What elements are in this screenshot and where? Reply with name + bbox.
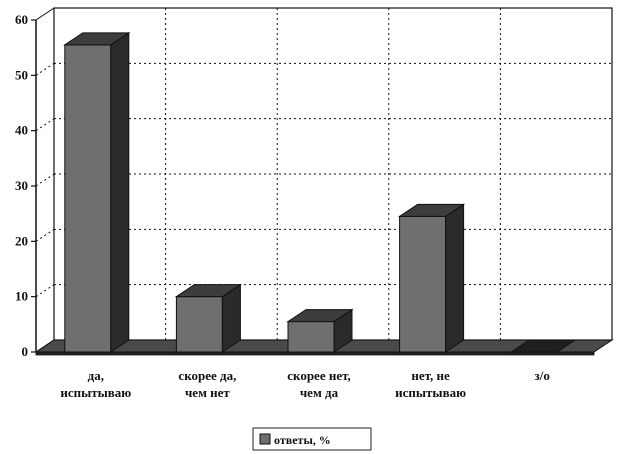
legend: ответы, % (252, 427, 372, 451)
chart-axes: 0 10 20 30 40 50 60 (15, 12, 37, 359)
bar-front (287, 321, 335, 353)
y-tick-label: 50 (15, 67, 28, 82)
x-category-label: з/о (535, 368, 550, 383)
gridline-side (35, 118, 55, 132)
bar-front (64, 44, 112, 353)
y-tick-label: 30 (15, 178, 28, 193)
legend-box (252, 427, 372, 451)
bar-top (174, 284, 243, 298)
bar (286, 308, 354, 353)
gridline-side (35, 173, 55, 187)
x-category-label: да, испытываю (60, 368, 131, 400)
x-category-label-line: скорее нет, (287, 368, 351, 383)
y-tick-label: 10 (15, 289, 28, 304)
back-wall (53, 7, 613, 341)
bar-front (175, 296, 223, 353)
y-tick-label: 40 (15, 123, 28, 138)
bar (397, 203, 466, 353)
legend-label: ответы, % (274, 433, 331, 447)
bar-zero (509, 339, 577, 353)
y-tick-label: 20 (15, 233, 28, 248)
bar-top (286, 309, 354, 323)
bar (174, 283, 243, 353)
gridline-side (35, 228, 55, 242)
bar-front (399, 215, 447, 353)
x-category-label-line: нет, не (411, 368, 450, 383)
gridline-side (35, 7, 55, 21)
bar-side (445, 203, 465, 353)
bar-side (110, 31, 130, 353)
bar-top (63, 32, 131, 46)
bar (509, 339, 577, 353)
x-category-label-line: да, (88, 368, 104, 383)
y-tick-label: 0 (22, 344, 29, 359)
y-tick-label: 60 (15, 12, 28, 27)
x-category-label-line: скорее да, (178, 368, 236, 383)
labels-layer: да, испытываю скорее да, чем нет скорее нет,… (60, 368, 550, 400)
gridline-side (35, 62, 55, 76)
x-category-label: скорее да, чем нет (178, 368, 236, 400)
x-category-label: скорее нет, чем да (287, 368, 351, 400)
bar (63, 31, 131, 353)
x-category-label-line: з/о (535, 368, 550, 383)
bars-layer (63, 31, 577, 353)
x-category-label: нет, не испытываю (395, 368, 466, 400)
x-category-label-line: испытываю (395, 385, 466, 400)
x-category-label-line: испытываю (60, 385, 131, 400)
legend-swatch (259, 433, 271, 445)
bar-top (397, 203, 466, 217)
x-category-label-line: чем нет (185, 385, 230, 400)
x-category-label-line: чем да (300, 385, 339, 400)
gridline-side (35, 284, 55, 298)
